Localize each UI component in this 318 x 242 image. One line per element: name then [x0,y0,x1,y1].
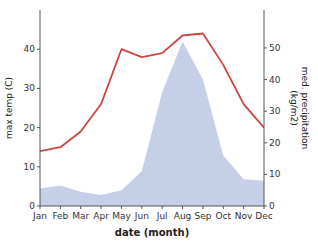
x-tick-label: Jun [134,211,149,221]
x-tick [141,206,142,209]
y2-tick [264,142,267,143]
precipitation-area [40,42,264,206]
x-tick [121,206,122,209]
x-tick-label: Feb [52,211,68,221]
temperature-line [40,34,264,152]
x-tick-label: Jul [156,211,168,221]
y-tick-label: 0 [29,201,35,211]
y-tick [37,166,40,167]
y-tick [37,206,40,207]
plot-marks [40,34,264,206]
y2-tick-label: 30 [269,106,281,116]
y-tick-label: 40 [24,44,36,54]
x-axis-label: date (month) [115,227,189,238]
y2-tick [264,79,267,80]
x-tick-label: Sep [194,211,211,221]
y2-tick [264,206,267,207]
y2-tick [264,111,267,112]
y2-tick-label: 20 [269,138,281,148]
y-axis-label: max temp (C) [4,77,14,139]
x-tick-label: Mar [72,211,89,221]
x-tick-label: Jan [32,211,47,221]
y-tick [37,49,40,50]
y2-axis-line [264,10,265,206]
y-tick-label: 10 [24,162,36,172]
y-tick-label: 20 [24,123,36,133]
x-tick-label: Dec [255,211,272,221]
x-tick-label: Oct [215,211,231,221]
y2-axis-label-line: med. precipitation [300,67,310,149]
y-tick [37,88,40,89]
x-tick [223,206,224,209]
x-tick-label: May [112,211,131,221]
y2-axis-label: med. precipitation(kg/m2) [289,67,310,149]
x-tick [243,206,244,209]
y2-tick [264,47,267,48]
x-tick [182,206,183,209]
y2-axis-label-line: (kg/m2) [289,90,299,125]
x-tick [60,206,61,209]
y2-tick [264,174,267,175]
x-tick-label: Nov [235,211,253,221]
y2-tick-label: 10 [269,169,281,179]
chart: JanFebMarAprMayJunJulAugSepOctNovDec0102… [0,0,318,242]
x-tick [80,206,81,209]
x-tick [101,206,102,209]
x-tick [202,206,203,209]
x-tick [162,206,163,209]
x-axis-line [40,206,264,207]
y2-tick-label: 40 [269,75,281,85]
y-tick [37,127,40,128]
x-tick-label: Aug [174,211,192,221]
y-tick-label: 30 [24,83,36,93]
y2-tick-label: 0 [269,201,275,211]
y2-tick-label: 50 [269,43,281,53]
x-tick-label: Apr [93,211,109,221]
y-axis-line [40,10,41,206]
